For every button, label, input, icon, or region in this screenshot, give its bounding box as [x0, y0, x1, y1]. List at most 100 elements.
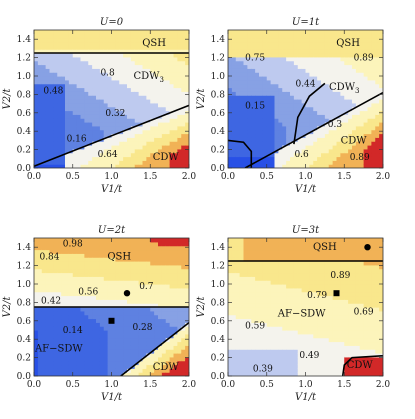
heat-cell [371, 91, 375, 95]
heat-cell [255, 30, 259, 34]
heat-cell [69, 130, 73, 134]
heat-cell [236, 53, 240, 57]
heat-cell [340, 107, 344, 111]
heat-cell [162, 84, 166, 88]
heat-cell [348, 76, 352, 80]
heat-cell [321, 42, 325, 46]
heat-cell [259, 153, 263, 157]
heat-cell [244, 253, 248, 257]
heat-cell [290, 88, 294, 92]
contour-label: 0.84 [39, 252, 59, 262]
heat-cell [232, 157, 236, 161]
heat-cell [112, 99, 116, 103]
heat-cell [135, 311, 139, 315]
heat-cell [259, 315, 263, 319]
heat-cell [240, 107, 244, 111]
heat-cell [73, 357, 77, 361]
heat-cell [38, 157, 42, 161]
heat-cell [271, 91, 275, 95]
heat-cell [92, 345, 96, 349]
heat-cell [177, 34, 181, 38]
heat-cell [77, 42, 81, 46]
heat-cell [290, 57, 294, 61]
heat-cell [170, 95, 174, 99]
heat-cell [135, 153, 139, 157]
heat-cell [123, 276, 127, 280]
heat-cell [88, 315, 92, 319]
heat-cell [104, 342, 108, 346]
heat-cell [158, 130, 162, 134]
heat-cell [309, 68, 313, 72]
heat-cell [123, 57, 127, 61]
heat-cell [317, 42, 321, 46]
heat-cell [166, 80, 170, 84]
heat-cell [61, 157, 65, 161]
heat-cell [244, 368, 248, 372]
heat-cell [143, 276, 147, 280]
heat-cell [278, 65, 282, 69]
heat-cell [170, 118, 174, 122]
heat-cell [275, 160, 279, 164]
heat-cell [360, 130, 364, 134]
heat-cell [321, 145, 325, 149]
heat-cell [77, 107, 81, 111]
heat-cell [302, 91, 306, 95]
heat-cell [143, 153, 147, 157]
heat-cell [119, 145, 123, 149]
heat-cell [333, 99, 337, 103]
heat-cell [42, 76, 46, 80]
heat-cell [255, 114, 259, 118]
heat-cell [73, 153, 77, 157]
region-label: CDW [153, 152, 180, 163]
heat-cell [368, 141, 372, 145]
heat-cell [278, 269, 282, 273]
heat-cell [123, 246, 127, 250]
heat-cell [170, 114, 174, 118]
heat-cell [69, 311, 73, 315]
heat-cell [255, 299, 259, 303]
heat-cell [313, 34, 317, 38]
heat-cell [108, 126, 112, 130]
heat-cell [34, 34, 38, 38]
heat-cell [228, 53, 232, 57]
heat-cell [275, 342, 279, 346]
x-tick-label: 1.0 [298, 172, 313, 182]
heat-cell [127, 349, 131, 353]
heat-cell [170, 261, 174, 265]
heat-cell [38, 91, 42, 95]
heat-cell [92, 261, 96, 265]
heat-cell [115, 45, 119, 49]
heat-cell [123, 76, 127, 80]
heat-cell [139, 257, 143, 261]
heat-cell [267, 296, 271, 300]
heat-cell [298, 72, 302, 76]
heat-cell [177, 114, 181, 118]
heat-cell [275, 38, 279, 42]
heat-cell [73, 315, 77, 319]
heat-cell [278, 330, 282, 334]
heat-cell [232, 276, 236, 280]
heat-cell [236, 157, 240, 161]
heat-cell [240, 299, 244, 303]
heat-cell [232, 30, 236, 34]
heat-cell [112, 273, 116, 277]
heat-cell [77, 273, 81, 277]
heat-cell [240, 99, 244, 103]
heat-cell [104, 322, 108, 326]
heat-cell [42, 361, 46, 365]
heat-cell [259, 269, 263, 273]
heat-cell [84, 107, 88, 111]
heat-cell [135, 349, 139, 353]
heat-cell [158, 107, 162, 111]
heat-cell [127, 84, 131, 88]
heat-cell [34, 288, 38, 292]
heat-cell [108, 130, 112, 134]
heat-cell [244, 76, 248, 80]
heat-cell [123, 42, 127, 46]
heat-cell [170, 45, 174, 49]
heat-cell [131, 114, 135, 118]
heat-cell [42, 269, 46, 273]
heat-cell [69, 261, 73, 265]
heat-cell [139, 111, 143, 115]
